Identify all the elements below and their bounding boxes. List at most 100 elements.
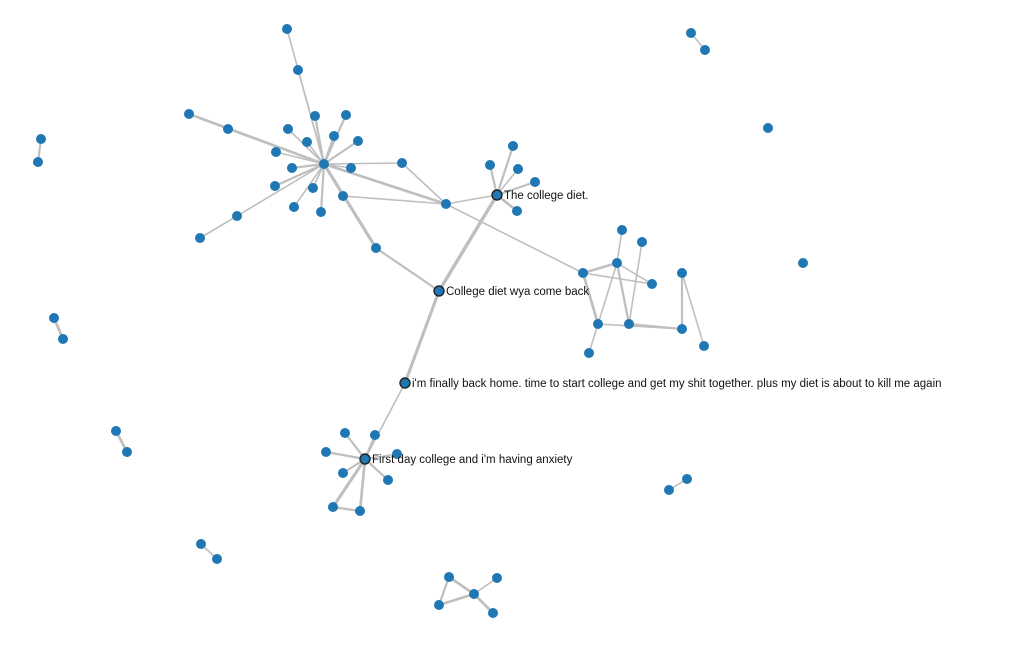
graph-node[interactable] — [319, 159, 329, 169]
graph-node[interactable] — [492, 573, 502, 583]
graph-node[interactable] — [677, 268, 687, 278]
graph-node[interactable] — [700, 45, 710, 55]
graph-edge — [322, 162, 448, 206]
graph-node[interactable] — [392, 449, 402, 459]
graph-node[interactable] — [310, 111, 320, 121]
graph-node[interactable] — [512, 206, 522, 216]
graph-node[interactable] — [212, 554, 222, 564]
graph-edge — [323, 162, 403, 165]
graph-edge — [445, 203, 584, 274]
graph-node[interactable] — [371, 243, 381, 253]
graph-node[interactable] — [287, 163, 297, 173]
graph-node[interactable] — [283, 124, 293, 134]
graph-node[interactable] — [664, 485, 674, 495]
graph-node[interactable] — [593, 319, 603, 329]
graph-node[interactable] — [355, 506, 365, 516]
graph-node[interactable] — [316, 207, 326, 217]
graph-edge — [582, 272, 653, 285]
graph-node[interactable] — [370, 430, 380, 440]
graph-node[interactable] — [488, 608, 498, 618]
graph-node[interactable] — [699, 341, 709, 351]
graph-node[interactable] — [530, 177, 540, 187]
graph-edge — [437, 592, 476, 607]
graph-node[interactable] — [271, 147, 281, 157]
graph-edge — [401, 162, 447, 205]
graph-edge — [227, 128, 325, 165]
graph-node[interactable] — [338, 191, 348, 201]
graph-edge — [358, 457, 367, 513]
graph-node[interactable] — [33, 157, 43, 167]
graph-node[interactable] — [195, 233, 205, 243]
graph-edge — [199, 215, 238, 239]
graph-node[interactable] — [36, 134, 46, 144]
graph-node[interactable] — [624, 319, 634, 329]
graph-node[interactable] — [686, 28, 696, 38]
labeled-graph-node[interactable] — [359, 453, 371, 465]
node-label: First day college and i'm having anxiety — [372, 454, 573, 466]
graph-node[interactable] — [612, 258, 622, 268]
graph-node[interactable] — [444, 572, 454, 582]
graph-node[interactable] — [383, 475, 393, 485]
graph-node[interactable] — [289, 202, 299, 212]
graph-edge — [495, 180, 537, 197]
graph-edge — [290, 162, 326, 170]
graph-node[interactable] — [308, 183, 318, 193]
graph-edge — [445, 194, 498, 205]
graph-node[interactable] — [293, 65, 303, 75]
graph-node[interactable] — [321, 447, 331, 457]
graph-edge — [313, 114, 326, 166]
labeled-graph-node[interactable] — [433, 285, 445, 297]
graph-node[interactable] — [637, 237, 647, 247]
graph-edge — [447, 575, 476, 596]
labeled-graph-node[interactable] — [399, 377, 411, 389]
graph-node[interactable] — [346, 163, 356, 173]
graph-edge — [374, 246, 441, 293]
graph-edge — [319, 162, 326, 214]
labeled-graph-node[interactable] — [491, 189, 503, 201]
graph-node[interactable] — [49, 313, 59, 323]
graph-node[interactable] — [647, 279, 657, 289]
graph-node[interactable] — [513, 164, 523, 174]
graph-node[interactable] — [58, 334, 68, 344]
graph-node[interactable] — [341, 110, 351, 120]
graph-node[interactable] — [184, 109, 194, 119]
graph-node[interactable] — [578, 268, 588, 278]
graph-node[interactable] — [338, 468, 348, 478]
graph-edge — [236, 163, 325, 217]
node-label: College diet wya come back — [446, 286, 589, 298]
graph-node[interactable] — [122, 447, 132, 457]
graph-node[interactable] — [329, 131, 339, 141]
graph-edge — [681, 272, 705, 347]
graph-node[interactable] — [798, 258, 808, 268]
graph-node[interactable] — [763, 123, 773, 133]
graph-node[interactable] — [328, 502, 338, 512]
graph-edge — [616, 229, 623, 264]
graph-node[interactable] — [232, 211, 242, 221]
graph-edge — [324, 450, 367, 461]
graph-node[interactable] — [397, 158, 407, 168]
links-layer — [36, 28, 706, 615]
graph-node[interactable] — [677, 324, 687, 334]
graph-node[interactable] — [617, 225, 627, 235]
graph-node[interactable] — [111, 426, 121, 436]
graph-edge — [615, 261, 631, 326]
graph-edge — [628, 241, 643, 325]
graph-node[interactable] — [485, 160, 495, 170]
graph-node[interactable] — [223, 124, 233, 134]
graph-node[interactable] — [434, 600, 444, 610]
graph-edge — [322, 139, 360, 166]
graph-edge — [581, 261, 619, 275]
graph-node[interactable] — [302, 137, 312, 147]
graph-node[interactable] — [196, 539, 206, 549]
graph-node[interactable] — [340, 428, 350, 438]
graph-node[interactable] — [270, 181, 280, 191]
graph-node[interactable] — [508, 141, 518, 151]
graph-node[interactable] — [353, 136, 363, 146]
graph-node[interactable] — [282, 24, 292, 34]
graph-node[interactable] — [441, 199, 451, 209]
graph-node[interactable] — [682, 474, 692, 484]
graph-node[interactable] — [584, 348, 594, 358]
graph-edge — [627, 322, 684, 331]
graph-node[interactable] — [469, 589, 479, 599]
